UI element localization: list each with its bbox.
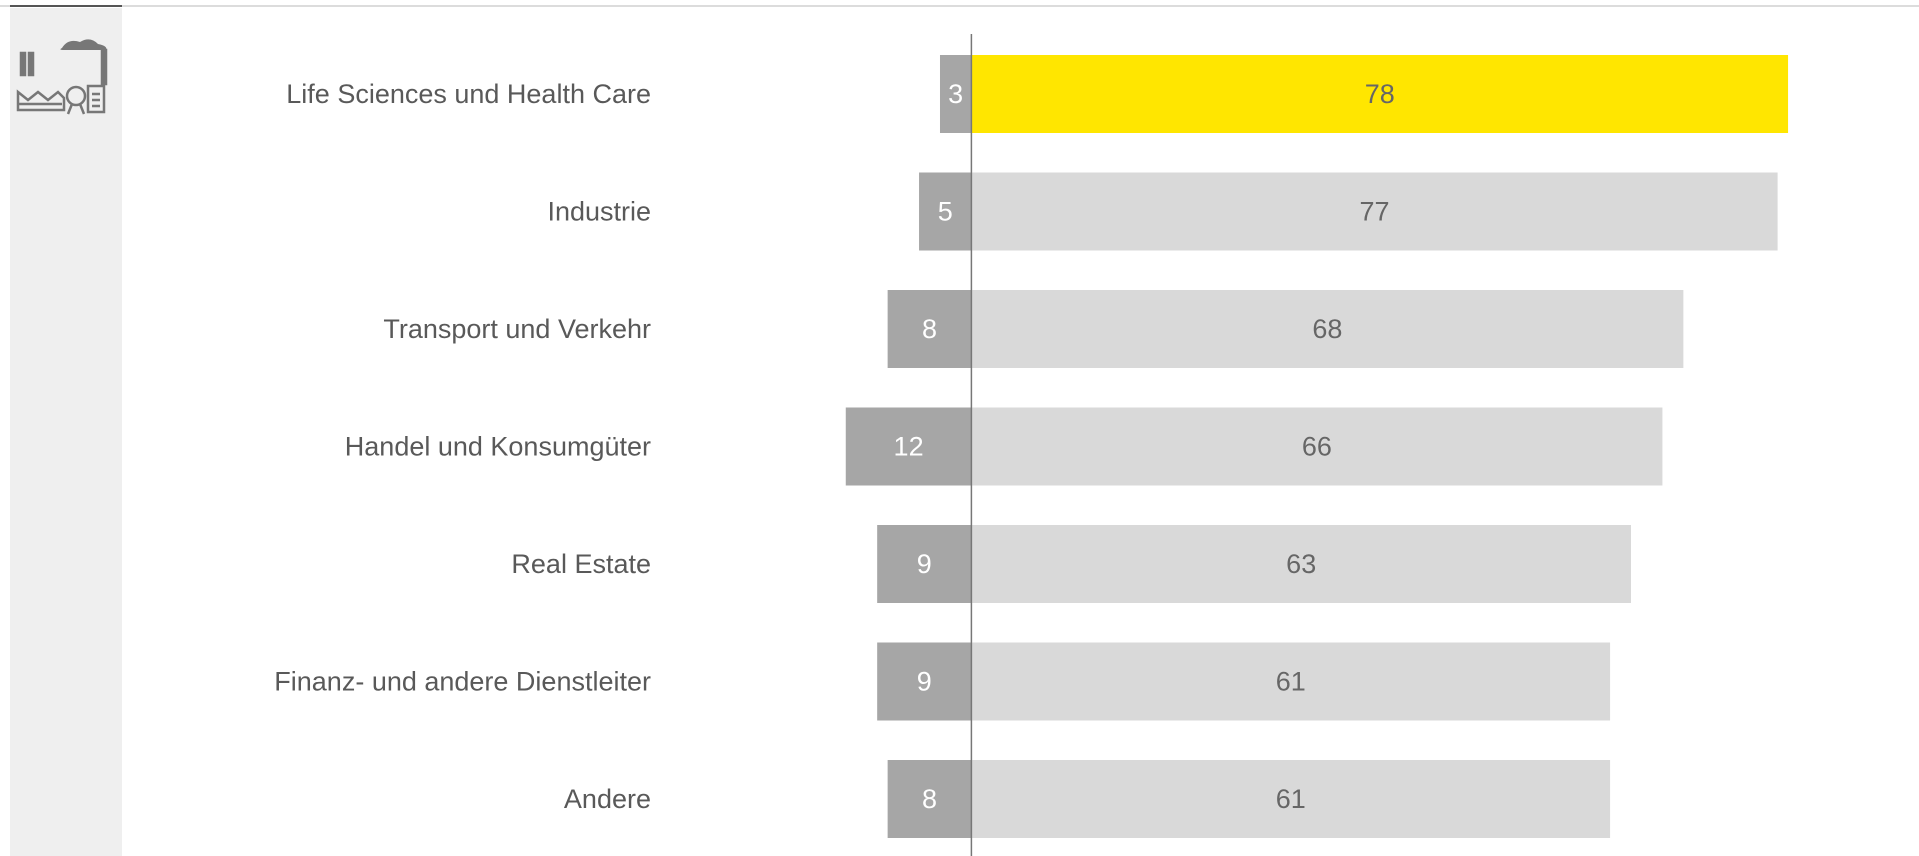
value-label: 9 (917, 667, 932, 697)
value-label: 68 (1312, 314, 1342, 344)
bar (971, 642, 1611, 721)
value-label: 12 (894, 432, 924, 462)
bar (939, 55, 972, 133)
value-label: 9 (917, 549, 932, 579)
category-label: Life Sciences und Health Care (286, 79, 651, 109)
bar (971, 290, 1684, 368)
category-label: Finanz- und andere Dienstleiter (274, 667, 651, 697)
bar (971, 407, 1663, 486)
bar (877, 642, 972, 721)
category-label: Industrie (547, 197, 651, 227)
value-label: 63 (1286, 549, 1316, 579)
category-label: Transport und Verkehr (383, 314, 651, 344)
industry-icon (16, 39, 108, 115)
bar (845, 407, 972, 486)
bar (971, 525, 1632, 603)
bar (919, 172, 972, 251)
bar (887, 760, 972, 838)
value-label: 77 (1359, 197, 1389, 227)
value-label: 78 (1365, 79, 1395, 109)
bar (877, 525, 972, 603)
bar (971, 55, 1789, 133)
bar (971, 172, 1778, 251)
category-label: Andere (564, 784, 651, 814)
value-label: 61 (1276, 667, 1306, 697)
side-panel (10, 8, 122, 856)
category-label: Handel und Konsumgüter (345, 432, 651, 462)
bar (971, 760, 1611, 838)
value-label: 3 (948, 79, 963, 109)
value-label: 8 (922, 784, 937, 814)
bar (887, 290, 972, 368)
value-label: 61 (1276, 784, 1306, 814)
value-label: 8 (922, 314, 937, 344)
value-label: 5 (938, 197, 953, 227)
category-label: Real Estate (511, 549, 651, 579)
value-label: 66 (1302, 432, 1332, 462)
